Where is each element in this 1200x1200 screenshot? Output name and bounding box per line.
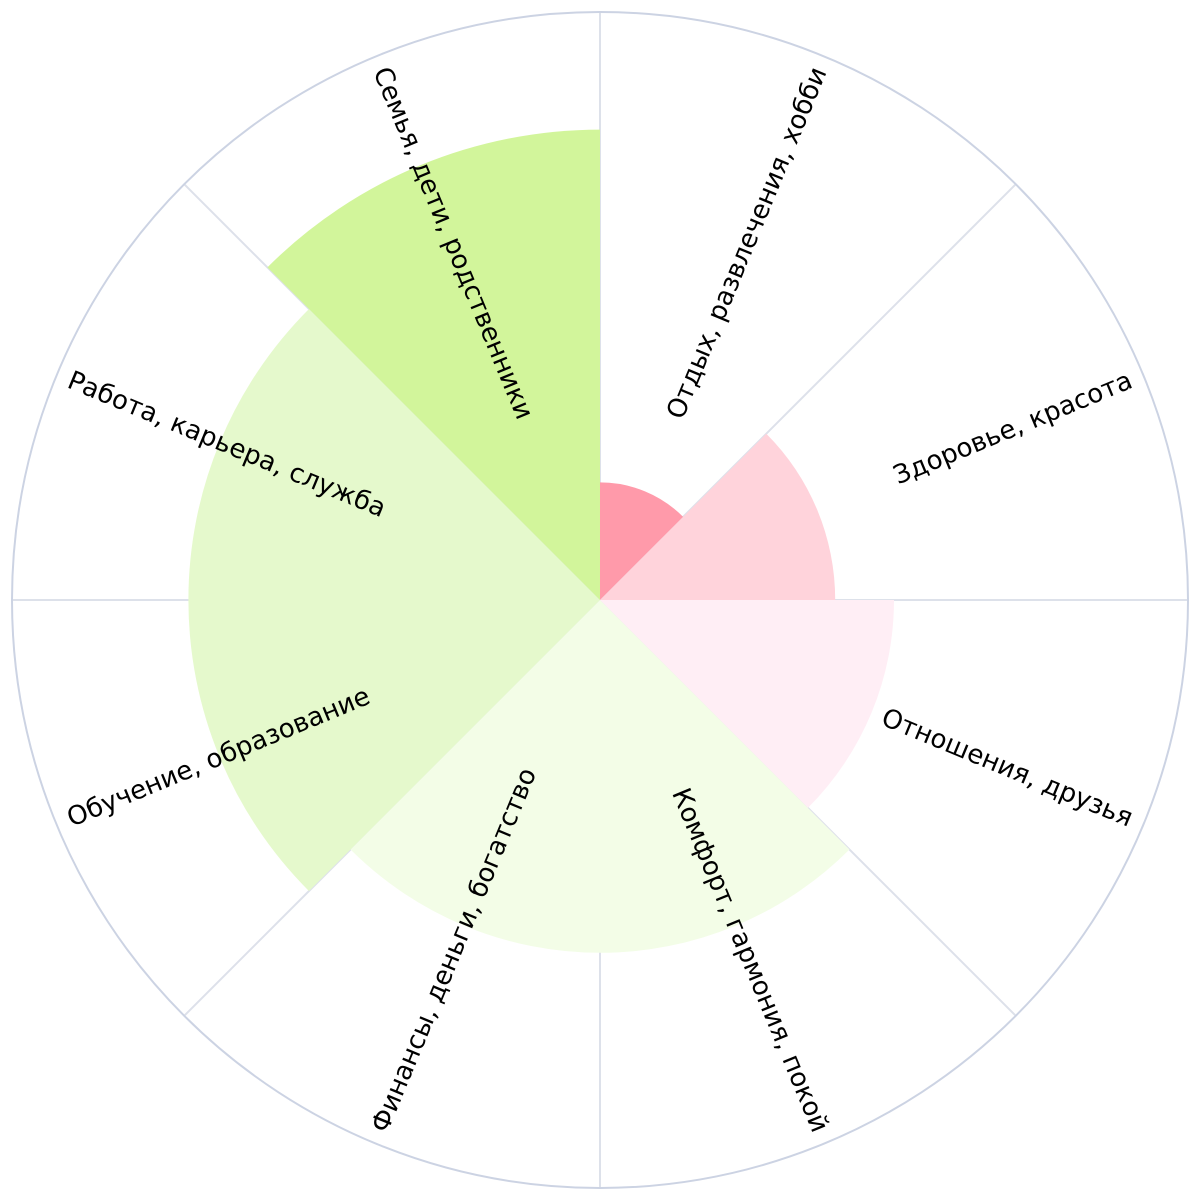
sector [600, 600, 850, 953]
category-label: Здоровье, красота [889, 366, 1137, 492]
sector [188, 600, 600, 892]
sector [600, 482, 684, 600]
sector [600, 433, 836, 600]
sector [600, 600, 894, 808]
category-label: Отдых, развлечения, хобби [661, 63, 833, 424]
outer-ring [11, 11, 1189, 1189]
sector [267, 129, 600, 600]
category-label: Отношения, друзья [877, 703, 1137, 834]
sector [188, 308, 600, 600]
sector [350, 600, 600, 953]
wedges [188, 129, 894, 953]
